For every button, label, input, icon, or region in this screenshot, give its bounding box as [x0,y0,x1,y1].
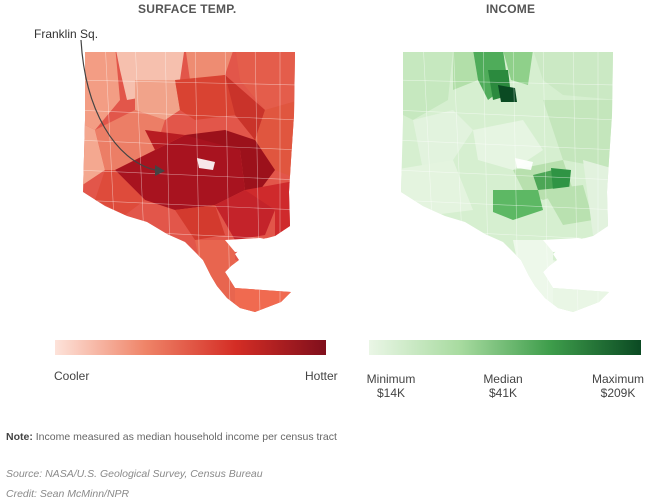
note-label: Note: [6,431,33,443]
legend-median: Median $41K [480,372,526,400]
franklin-sq-label: Franklin Sq. [34,27,99,41]
median-label: Median [483,372,523,386]
median-value: $41K [488,386,518,400]
credit-line: Credit: Sean McMinn/NPR [6,488,130,500]
maximum-label: Maximum [591,372,644,386]
surface-temp-map [80,40,295,312]
arrow-head-icon [155,165,165,176]
footnote: Note: Income measured as median househol… [6,431,337,443]
source-line: Source: NASA/U.S. Geological Survey, Cen… [6,468,263,480]
legend-maximum: Maximum $209K [589,372,646,400]
income-legend-bar [369,340,641,355]
legend-cooler-label: Cooler [54,369,90,383]
minimum-value: $14K [376,386,406,400]
legend-minimum: Minimum $14K [365,372,417,400]
minimum-label: Minimum [366,372,416,386]
maximum-value: $209K [600,386,636,400]
income-title: INCOME [486,2,536,16]
surface-temp-title: SURFACE TEMP. [138,2,237,16]
legend-hotter-label: Hotter [305,369,338,383]
note-text: Income measured as median household inco… [35,431,337,443]
income-map [401,52,613,312]
income-tracts [401,52,613,312]
surface-temp-legend-bar [55,340,326,355]
temp-tracts [83,52,295,312]
annotation-arrow [80,40,156,171]
